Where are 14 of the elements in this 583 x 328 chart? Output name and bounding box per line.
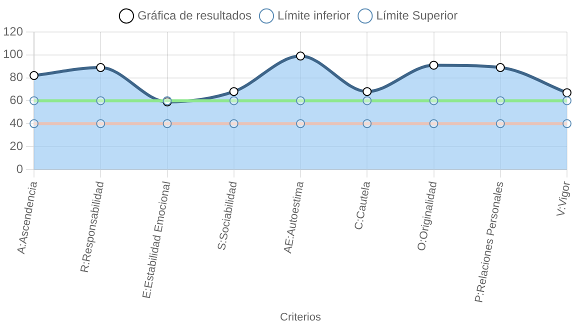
y-tick-label: 120 bbox=[2, 24, 24, 38]
y-tick-label: 20 bbox=[10, 138, 24, 153]
y-tick-label: 40 bbox=[10, 116, 24, 130]
y-tick-label: 80 bbox=[10, 70, 24, 84]
x-tick-label: C:Cautela bbox=[352, 180, 374, 231]
x-tick-label: P:Relaciones Personales bbox=[473, 180, 506, 304]
y-tick-label: 100 bbox=[2, 47, 24, 62]
legend-label: Límite inferior bbox=[278, 8, 350, 22]
x-axis-title: Criterios bbox=[280, 311, 322, 324]
legend-label: Límite Superior bbox=[376, 8, 458, 22]
x-tick-label: V:Vigor bbox=[554, 180, 573, 218]
legend-label: Gráfica de resultados bbox=[137, 8, 252, 22]
y-tick-label: 0 bbox=[16, 162, 24, 176]
y-tick-label: 60 bbox=[10, 93, 24, 108]
